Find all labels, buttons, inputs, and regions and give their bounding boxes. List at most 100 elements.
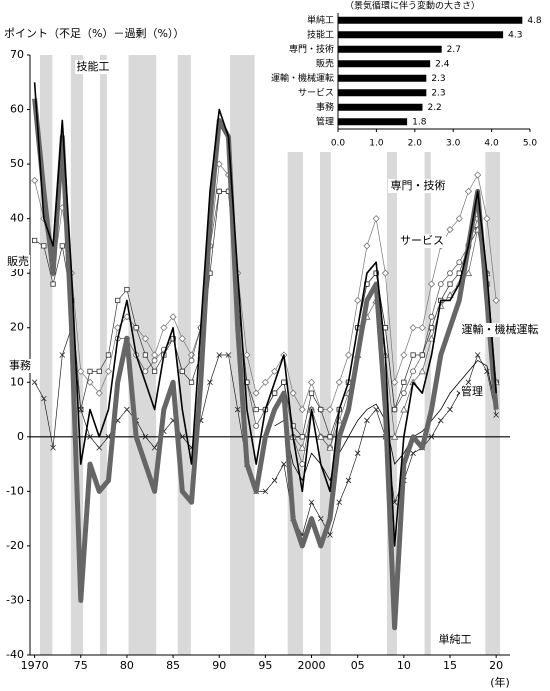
marker <box>391 378 399 386</box>
inset-value-label: 2.4 <box>435 59 450 69</box>
marker <box>133 325 139 331</box>
inset-x-tick-label: 3.0 <box>446 139 461 149</box>
marker <box>335 378 343 386</box>
recession-band <box>424 55 431 655</box>
marker <box>272 390 278 396</box>
series-label: 専門・技術 <box>391 179 446 192</box>
marker <box>437 281 444 287</box>
marker <box>105 352 112 358</box>
marker <box>41 243 47 249</box>
marker <box>428 434 435 440</box>
label-bg <box>437 633 473 647</box>
marker <box>318 406 324 413</box>
marker <box>419 352 425 358</box>
label-bg <box>460 385 484 399</box>
inset-bar <box>338 31 504 39</box>
marker <box>50 281 56 287</box>
marker <box>271 477 278 484</box>
marker <box>253 423 260 429</box>
y-axis-label: ポイント（不足（%）－過剰（%）） <box>4 27 184 40</box>
marker <box>372 215 380 223</box>
marker <box>447 270 453 277</box>
marker <box>392 406 398 413</box>
marker <box>50 444 56 451</box>
label-bg <box>6 255 30 269</box>
marker <box>59 243 65 249</box>
inset-x-tick-label: 5.0 <box>523 139 538 149</box>
marker <box>77 367 85 375</box>
x-tick-label: 20 <box>489 659 503 672</box>
inset-category-label: 専門・技術 <box>289 43 334 55</box>
marker <box>225 352 232 358</box>
y-tick-label: 0 <box>17 430 24 443</box>
x-tick-label: 75 <box>74 659 88 672</box>
marker <box>446 225 454 234</box>
inset-category-label: 運輸・機械運転 <box>271 72 334 84</box>
recession-band <box>320 55 331 655</box>
marker <box>59 352 66 358</box>
marker <box>474 171 482 179</box>
y-tick-label: 10 <box>10 375 24 388</box>
marker <box>327 434 333 440</box>
inset-category-label: 事務 <box>316 101 334 113</box>
marker <box>483 215 491 223</box>
marker <box>281 461 287 467</box>
inset-bar <box>338 45 442 53</box>
marker <box>151 444 158 451</box>
marker <box>207 379 213 386</box>
marker <box>124 406 130 413</box>
marker <box>96 444 103 451</box>
marker <box>464 269 473 277</box>
marker <box>261 378 269 386</box>
marker <box>410 352 416 358</box>
marker <box>493 412 499 418</box>
recession-band <box>99 55 107 655</box>
label-bg <box>75 60 111 74</box>
inset-value-label: 1.8 <box>412 117 427 127</box>
inset-category-label: 技能工 <box>307 28 334 40</box>
inset-bar <box>338 60 431 68</box>
marker <box>446 291 454 298</box>
marker <box>410 450 416 456</box>
inset-value-label: 2.2 <box>427 103 441 113</box>
marker <box>95 389 103 397</box>
marker <box>317 515 324 522</box>
inset-value-label: 2.7 <box>447 45 461 55</box>
marker <box>142 434 149 440</box>
marker <box>401 379 407 385</box>
marker <box>465 379 472 386</box>
marker <box>437 417 444 424</box>
recession-band <box>230 55 255 655</box>
x-tick-label: 10 <box>397 659 411 672</box>
marker <box>428 313 435 320</box>
x-tick-label: 15 <box>443 659 457 672</box>
marker <box>298 405 306 414</box>
recession-band <box>386 55 397 655</box>
series-label: 事務 <box>9 358 31 372</box>
inset-category-label: 管理 <box>316 115 334 127</box>
marker <box>418 367 426 375</box>
marker <box>382 325 388 331</box>
marker <box>216 188 222 194</box>
marker <box>289 389 297 397</box>
y-tick-label: -30 <box>6 593 24 606</box>
marker <box>253 406 259 413</box>
marker <box>307 378 316 386</box>
inset-value-label: 2.3 <box>431 74 445 84</box>
inset-x-tick-label: 2.0 <box>408 139 423 149</box>
inset-x-tick-label: 4.0 <box>484 139 499 149</box>
marker <box>400 405 408 413</box>
marker <box>299 434 305 440</box>
inset-category-label: 単純工 <box>307 14 334 26</box>
marker <box>427 280 436 288</box>
x-tick-label: 90 <box>212 659 226 672</box>
y-tick-label: -40 <box>6 648 24 661</box>
marker <box>104 367 113 375</box>
x-tick-label: 85 <box>166 659 180 672</box>
marker <box>142 368 149 375</box>
series-label: 管理 <box>461 384 483 398</box>
inset-x-tick-label: 1.0 <box>369 139 384 149</box>
marker <box>447 406 453 413</box>
marker <box>160 324 168 332</box>
